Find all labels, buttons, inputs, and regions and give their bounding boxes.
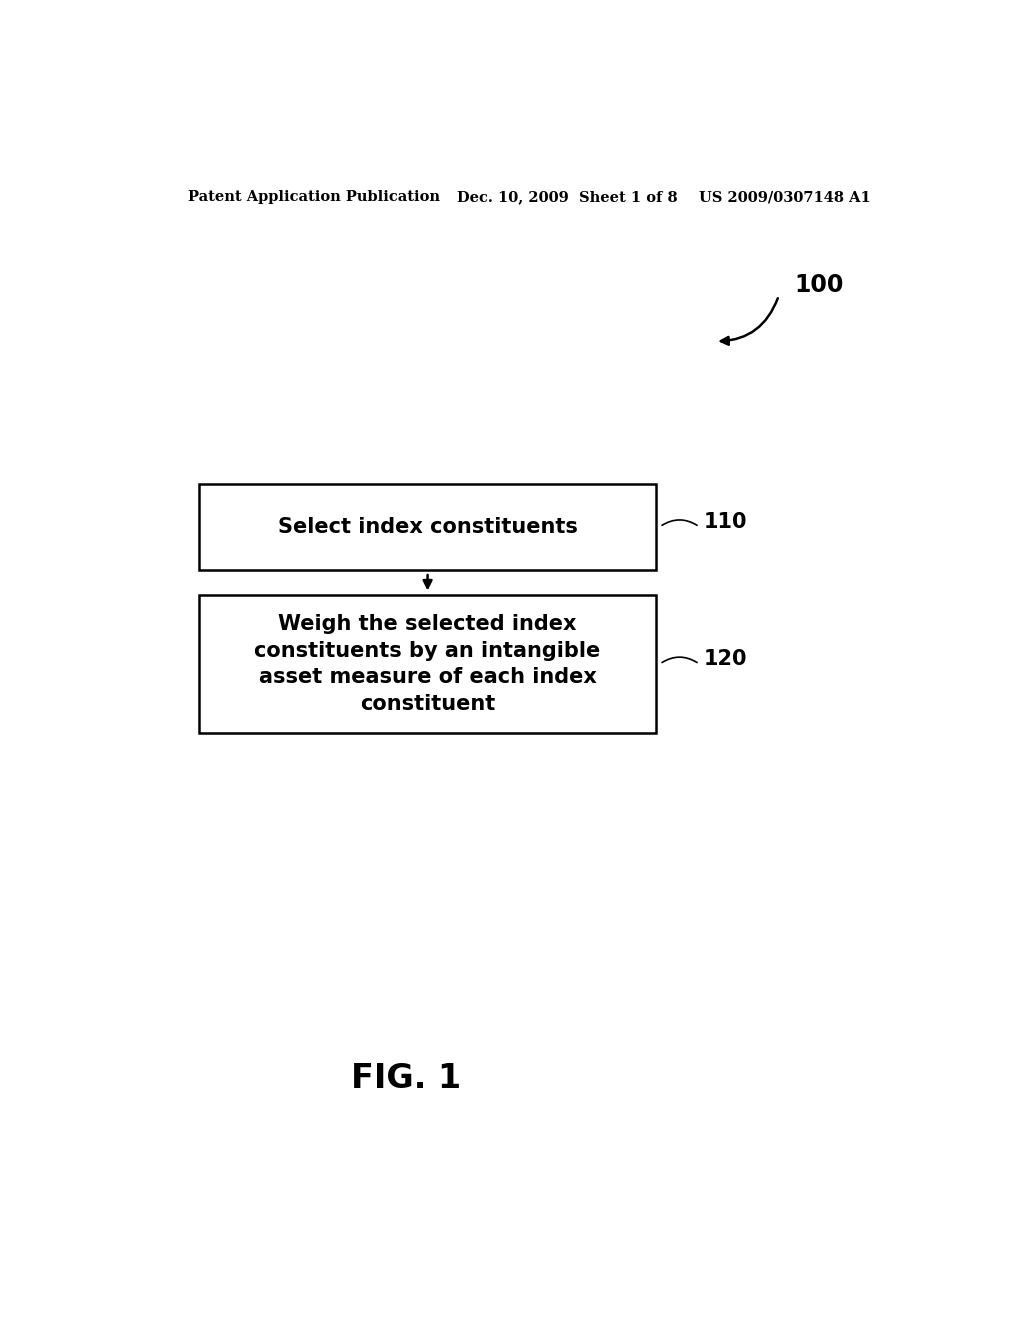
Bar: [200, 595, 655, 733]
Bar: [200, 483, 655, 570]
Text: 110: 110: [703, 512, 746, 532]
Text: US 2009/0307148 A1: US 2009/0307148 A1: [699, 190, 871, 205]
Text: FIG. 1: FIG. 1: [350, 1061, 461, 1094]
Text: Weigh the selected index
constituents by an intangible
asset measure of each ind: Weigh the selected index constituents by…: [254, 614, 601, 714]
Text: 120: 120: [703, 649, 746, 669]
Text: 100: 100: [795, 273, 844, 297]
Text: Select index constituents: Select index constituents: [278, 517, 578, 537]
Text: Dec. 10, 2009  Sheet 1 of 8: Dec. 10, 2009 Sheet 1 of 8: [458, 190, 678, 205]
Text: Patent Application Publication: Patent Application Publication: [187, 190, 439, 205]
